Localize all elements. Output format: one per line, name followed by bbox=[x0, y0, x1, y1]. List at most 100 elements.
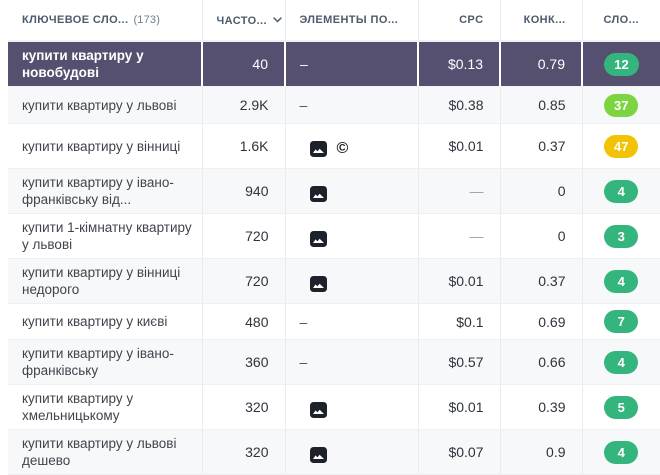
column-header-volume[interactable]: ЧАСТО... bbox=[202, 0, 286, 42]
serp-none-dash: – bbox=[299, 354, 308, 370]
difficulty-badge: 12 bbox=[604, 52, 639, 76]
keyword-cell[interactable]: купити квартиру у вінниці bbox=[8, 123, 203, 169]
cpc-cell: $0.1 bbox=[418, 303, 501, 340]
competition-cell: 0.37 bbox=[500, 258, 583, 304]
keyword-row[interactable]: купити квартиру у києві 480 – $0.1 0.69 … bbox=[8, 303, 660, 340]
keyword-row[interactable]: купити 1-кімнатну квартиру у львові 720 … bbox=[8, 213, 660, 259]
volume-cell: 940 bbox=[202, 168, 286, 214]
difficulty-cell: 7 bbox=[582, 303, 660, 340]
competition-cell: 0.9 bbox=[500, 429, 583, 475]
serp-none-dash: – bbox=[300, 56, 308, 72]
competition-cell: 0.37 bbox=[500, 123, 583, 169]
cpc-cell: $0.38 bbox=[418, 86, 501, 124]
keyword-row[interactable]: купити квартиру у вінниці недорого 720 $… bbox=[8, 258, 660, 304]
column-header-keyword[interactable]: КЛЮЧЕВОЕ СЛО... (173) bbox=[8, 0, 203, 42]
competition-cell: 0.79 bbox=[500, 41, 583, 87]
keyword-cell[interactable]: купити квартиру у новобудові bbox=[8, 41, 203, 87]
competition-cell: 0.85 bbox=[500, 86, 583, 124]
cpc-cell: $0.13 bbox=[418, 41, 501, 87]
keyword-cell[interactable]: купити 1-кімнатну квартиру у львові bbox=[8, 213, 203, 259]
image-serp-icon bbox=[309, 446, 327, 463]
competition-cell: 0.66 bbox=[500, 339, 583, 385]
image-serp-icon bbox=[309, 140, 327, 157]
volume-cell: 360 bbox=[202, 339, 286, 385]
competition-cell: 0.39 bbox=[500, 384, 583, 430]
serp-elements-cell bbox=[285, 258, 419, 304]
copyright-serp-icon: © bbox=[336, 139, 349, 157]
difficulty-badge: 3 bbox=[604, 224, 639, 248]
serp-elements-cell: – bbox=[285, 41, 419, 87]
keyword-cell[interactable]: купити квартиру у львові дешево bbox=[8, 429, 203, 475]
cpc-cell: — bbox=[418, 168, 501, 214]
cpc-cell: $0.07 bbox=[418, 429, 501, 475]
volume-cell: 480 bbox=[202, 303, 286, 340]
keyword-cell[interactable]: купити квартиру у хмельницькому bbox=[8, 384, 203, 430]
serp-elements-cell: – bbox=[285, 303, 419, 340]
keyword-row[interactable]: купити квартиру у івано-франківську 360 … bbox=[8, 339, 660, 385]
keyword-cell[interactable]: купити квартиру у івано-франківську bbox=[8, 339, 203, 385]
serp-elements-cell: – bbox=[285, 339, 419, 385]
serp-none-dash: – bbox=[299, 97, 308, 113]
keyword-row[interactable]: купити квартиру у львові 2.9K – $0.38 0.… bbox=[8, 86, 660, 124]
image-serp-icon bbox=[309, 185, 327, 202]
keyword-row[interactable]: купити квартиру у новобудові 40 – $0.13 … bbox=[8, 41, 660, 87]
difficulty-cell: 4 bbox=[582, 429, 660, 475]
difficulty-cell: 4 bbox=[582, 258, 660, 304]
keyword-cell[interactable]: купити квартиру у львові bbox=[8, 86, 203, 124]
cpc-cell: $0.57 bbox=[418, 339, 501, 385]
cpc-header-label: CPC bbox=[459, 14, 484, 26]
keyword-row[interactable]: купити квартиру у вінниці 1.6K © $0.01 0… bbox=[8, 123, 660, 169]
volume-cell: 1.6K bbox=[202, 123, 286, 169]
difficulty-cell: 12 bbox=[582, 41, 660, 87]
difficulty-badge: 4 bbox=[604, 179, 639, 203]
difficulty-cell: 4 bbox=[582, 168, 660, 214]
difficulty-badge: 4 bbox=[604, 350, 639, 374]
volume-cell: 40 bbox=[202, 41, 286, 87]
keyword-row[interactable]: купити квартиру у хмельницькому 320 $0.0… bbox=[8, 384, 660, 430]
serp-none-dash: – bbox=[299, 313, 308, 330]
competition-cell: 0.69 bbox=[500, 303, 583, 340]
cpc-cell: — bbox=[418, 213, 501, 259]
difficulty-header-label: СЛО... bbox=[603, 14, 639, 26]
column-header-competition[interactable]: КОНК... bbox=[500, 0, 583, 42]
column-header-cpc[interactable]: CPC bbox=[418, 0, 501, 42]
volume-cell: 320 bbox=[202, 384, 286, 430]
volume-header-label: ЧАСТО... bbox=[216, 14, 267, 27]
serp-elements-cell bbox=[285, 429, 419, 475]
column-header-serp-features[interactable]: ЭЛЕМЕНТЫ ПО... bbox=[285, 0, 419, 42]
difficulty-cell: 47 bbox=[582, 123, 660, 169]
cpc-cell: $0.01 bbox=[418, 258, 501, 304]
competition-cell: 0 bbox=[500, 168, 583, 214]
keyword-cell[interactable]: купити квартиру у івано-франківську від.… bbox=[8, 168, 203, 214]
table-header-row: КЛЮЧЕВОЕ СЛО... (173) ЧАСТО... ЭЛЕМЕНТЫ П… bbox=[8, 0, 660, 42]
keyword-cell[interactable]: купити квартиру у києві bbox=[8, 303, 203, 340]
keywords-table: КЛЮЧЕВОЕ СЛО... (173) ЧАСТО... ЭЛЕМЕНТЫ П… bbox=[8, 0, 660, 475]
volume-cell: 720 bbox=[202, 258, 286, 304]
serp-elements-cell bbox=[285, 384, 419, 430]
keyword-cell[interactable]: купити квартиру у вінниці недорого bbox=[8, 258, 203, 304]
serp-elements-cell bbox=[285, 168, 419, 214]
keyword-header-label: КЛЮЧЕВОЕ СЛО... bbox=[22, 14, 129, 26]
serp-features-header-label: ЭЛЕМЕНТЫ ПО... bbox=[299, 14, 399, 26]
difficulty-badge: 7 bbox=[604, 310, 639, 333]
difficulty-badge: 5 bbox=[604, 395, 639, 419]
image-serp-icon bbox=[309, 230, 327, 247]
difficulty-cell: 37 bbox=[582, 86, 660, 124]
difficulty-badge: 47 bbox=[604, 134, 639, 158]
keyword-row[interactable]: купити квартиру у львові дешево 320 $0.0… bbox=[8, 429, 660, 475]
serp-elements-cell: © bbox=[285, 123, 419, 169]
serp-elements-cell bbox=[285, 213, 419, 259]
serp-elements-cell: – bbox=[285, 86, 419, 124]
difficulty-cell: 4 bbox=[582, 339, 660, 385]
competition-header-label: КОНК... bbox=[523, 14, 566, 26]
difficulty-badge: 4 bbox=[604, 440, 639, 464]
image-serp-icon bbox=[309, 401, 327, 418]
competition-cell: 0 bbox=[500, 213, 583, 259]
cpc-cell: $0.01 bbox=[418, 123, 501, 169]
difficulty-badge: 37 bbox=[604, 93, 639, 117]
keyword-row[interactable]: купити квартиру у івано-франківську від.… bbox=[8, 168, 660, 214]
difficulty-cell: 5 bbox=[582, 384, 660, 430]
column-header-difficulty[interactable]: СЛО... bbox=[582, 0, 660, 42]
difficulty-badge: 4 bbox=[604, 269, 639, 293]
